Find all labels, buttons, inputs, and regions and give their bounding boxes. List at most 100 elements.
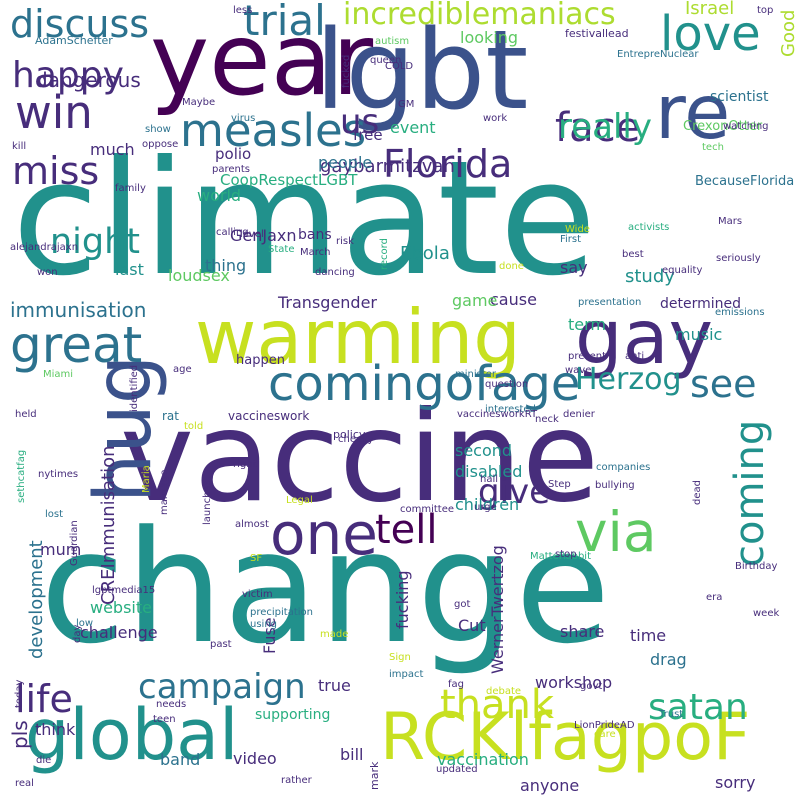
word-teen: teen bbox=[153, 714, 176, 725]
word-lgbtmedia15: lgbtmedia15 bbox=[92, 585, 156, 596]
word-determined: determined bbox=[660, 296, 742, 312]
word-birthday: Birthday bbox=[735, 561, 778, 572]
word-global: global bbox=[25, 694, 239, 776]
word-night: night bbox=[50, 222, 141, 262]
word-thing: thing bbox=[205, 256, 247, 275]
word-give: give bbox=[478, 472, 551, 512]
word-gm: GM bbox=[398, 99, 415, 110]
word-calling: calling bbox=[216, 227, 249, 238]
word-think: think bbox=[35, 720, 76, 739]
word-drag: drag bbox=[650, 650, 687, 669]
word-crexonotter: CrexonOtter bbox=[683, 119, 763, 134]
word-level: level bbox=[240, 229, 264, 240]
word-maybe: Maybe bbox=[182, 97, 216, 108]
word-us: us bbox=[340, 102, 380, 142]
word-rat: rat bbox=[162, 409, 179, 423]
word-nytimes: nytimes bbox=[38, 469, 79, 480]
word-game: game bbox=[452, 291, 498, 310]
word-cooprespectlgbt: CoopRespectLGBT bbox=[220, 171, 358, 189]
word-second: second bbox=[455, 441, 513, 460]
word-wernertwertzog: WernerTwertzog bbox=[488, 545, 507, 674]
word-anyone: anyone bbox=[520, 776, 580, 795]
word-trust: Trust bbox=[659, 709, 684, 720]
word-equality: equality bbox=[662, 265, 703, 276]
word-share: share bbox=[560, 622, 605, 641]
word-festival: festival bbox=[565, 27, 606, 40]
word-term: term bbox=[568, 315, 606, 334]
word-genjaxn: GenJaxn bbox=[230, 226, 297, 245]
word-vaccine: vaccine bbox=[120, 385, 599, 530]
word-loudsex: loudsex bbox=[168, 266, 230, 285]
word-comingofage: comingofage bbox=[268, 356, 581, 412]
word-bill: bill bbox=[340, 745, 364, 764]
word-really: really bbox=[558, 107, 652, 147]
word-told: told bbox=[184, 421, 204, 432]
word-march: March bbox=[300, 247, 331, 258]
word-coming: coming bbox=[727, 419, 773, 567]
word-real: real bbox=[15, 778, 34, 789]
word-era: era bbox=[706, 592, 723, 603]
word-less: less bbox=[233, 5, 253, 16]
word-one: one bbox=[270, 500, 378, 568]
word-mars: Mars bbox=[718, 216, 743, 227]
word-event: event bbox=[390, 118, 436, 137]
word-oppose: oppose bbox=[142, 139, 179, 150]
word-die: die bbox=[36, 755, 52, 766]
word-miami: Miami bbox=[43, 369, 74, 380]
word-record: record bbox=[379, 238, 390, 270]
word-true: true bbox=[318, 676, 351, 695]
word-florida: Florida bbox=[383, 142, 513, 186]
word-launches: launches bbox=[202, 480, 213, 525]
word-warming: warming bbox=[195, 293, 521, 381]
word-maria: Maria bbox=[141, 465, 152, 493]
word-marriage: marriage bbox=[159, 469, 170, 515]
word-disabled: disabled bbox=[455, 462, 523, 481]
word-re: re bbox=[655, 68, 731, 156]
word-age: age bbox=[173, 364, 192, 375]
word-supporting: supporting bbox=[255, 707, 331, 723]
word-activists: activists bbox=[628, 222, 670, 233]
word-stop: stop bbox=[555, 549, 577, 560]
word-life: life bbox=[15, 677, 73, 721]
word-hall: hall bbox=[480, 474, 499, 485]
word-best: best bbox=[622, 249, 644, 260]
word-climate: climate bbox=[12, 127, 597, 311]
word-discuss: discuss bbox=[10, 2, 150, 46]
word-precipitation: precipitation bbox=[250, 607, 313, 618]
word-herzog: Herzog bbox=[575, 362, 682, 397]
word-website: website bbox=[90, 598, 152, 617]
word-via: via bbox=[575, 500, 657, 564]
word-campaign: campaign bbox=[138, 667, 306, 707]
word-step: Step bbox=[548, 479, 571, 490]
word-needs: needs bbox=[156, 699, 187, 710]
word-vaccination: vaccination bbox=[437, 750, 529, 769]
word-lgbt: lgbt bbox=[315, 6, 529, 134]
word-guardian: Guardian bbox=[69, 520, 80, 566]
word-today: today bbox=[14, 679, 25, 708]
word-face: face bbox=[555, 105, 641, 151]
word-dancing: dancing bbox=[315, 267, 355, 278]
word-interested: interested bbox=[485, 404, 536, 415]
word-dangerous: dangerous bbox=[35, 68, 141, 92]
word-miss: miss bbox=[12, 149, 100, 193]
word-time: time bbox=[630, 626, 667, 645]
word-got: got bbox=[454, 599, 471, 610]
word-sf: SF bbox=[250, 553, 263, 564]
word-companies: companies bbox=[596, 462, 651, 473]
word-study: study bbox=[625, 266, 675, 287]
word-last: last bbox=[115, 260, 144, 279]
word-alejandrajaxn: alejandrajaxn bbox=[10, 242, 79, 253]
word-work: work bbox=[483, 113, 508, 124]
word-question: question bbox=[485, 379, 529, 390]
word-held: held bbox=[15, 409, 37, 420]
word-queen: queen bbox=[370, 55, 402, 66]
word-polio: polio bbox=[215, 145, 252, 163]
word-matterabbit: MatteRabbit bbox=[530, 551, 592, 562]
word-ebola: Ebola bbox=[400, 243, 450, 264]
word-gaybarmitzvah: gaybarmitzvah bbox=[320, 156, 455, 177]
word-fag: fag bbox=[448, 679, 464, 690]
word-cheeky: cheeky bbox=[338, 434, 374, 445]
word-low: low bbox=[76, 618, 94, 629]
word-identified: identified bbox=[129, 364, 140, 412]
